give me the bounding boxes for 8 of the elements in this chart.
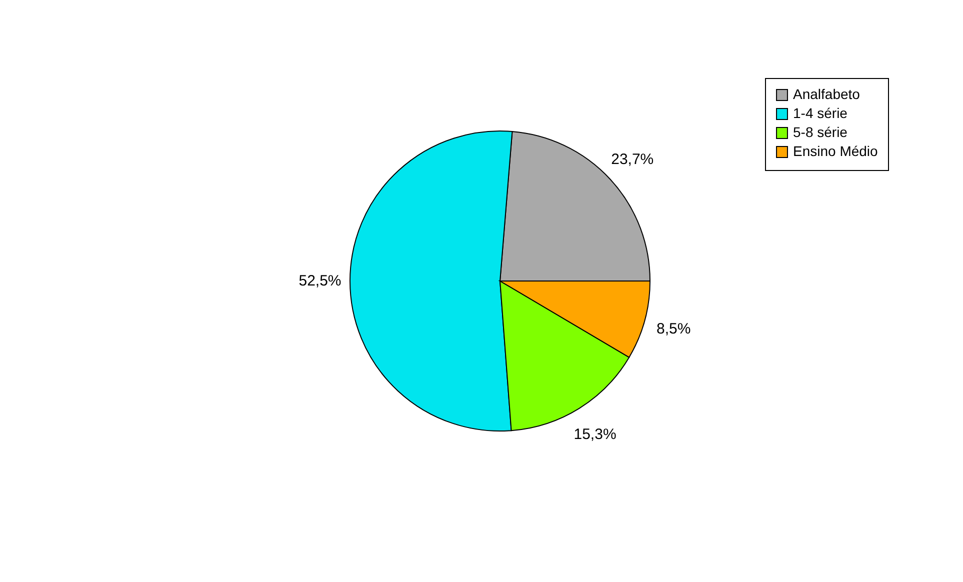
data-label: 8,5%: [656, 320, 691, 338]
data-label: 23,7%: [611, 151, 654, 168]
legend-label: Analfabeto: [793, 86, 860, 102]
data-label: 52,5%: [298, 272, 342, 290]
legend-label: 1-4 série: [793, 105, 848, 121]
legend-label: Ensino Médio: [793, 143, 878, 159]
data-label: 15,3%: [574, 426, 616, 443]
legend-label: 5-8 série: [793, 124, 848, 140]
